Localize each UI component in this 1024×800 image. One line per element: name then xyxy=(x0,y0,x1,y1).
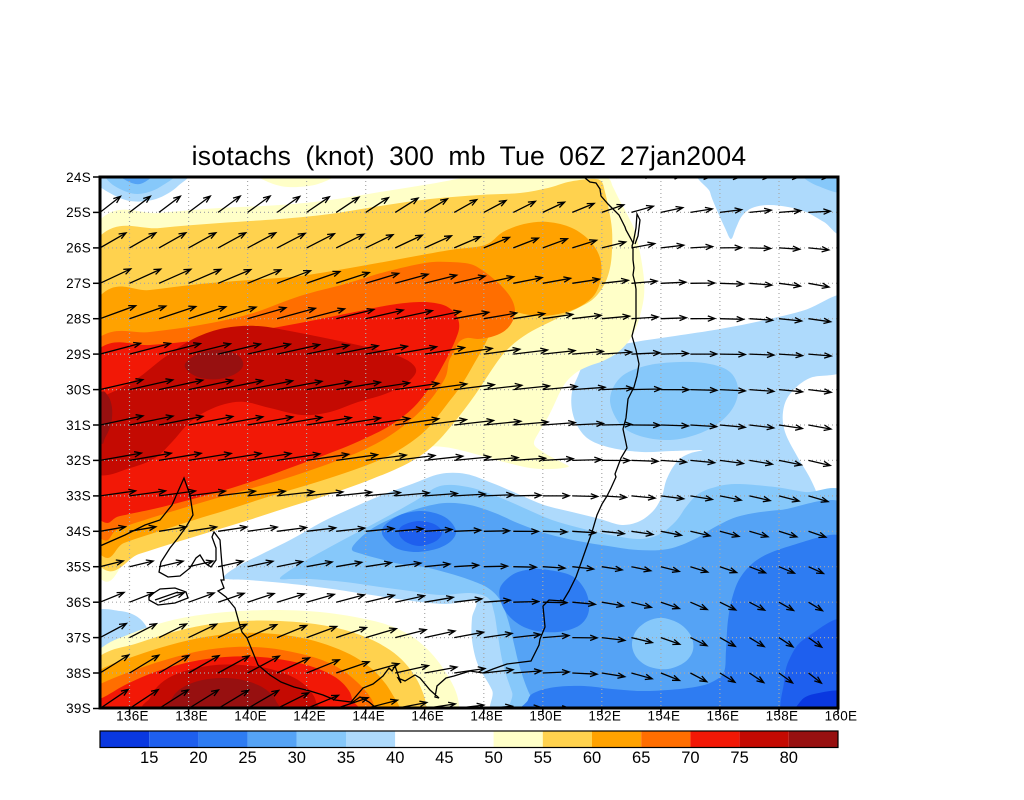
svg-text:160E: 160E xyxy=(825,709,858,724)
svg-text:55: 55 xyxy=(534,749,552,767)
svg-text:35: 35 xyxy=(337,749,355,767)
svg-text:32S: 32S xyxy=(66,453,91,468)
svg-text:154E: 154E xyxy=(648,709,681,724)
svg-text:150E: 150E xyxy=(529,709,562,724)
svg-text:138E: 138E xyxy=(175,709,208,724)
svg-text:25S: 25S xyxy=(66,205,91,220)
svg-text:142E: 142E xyxy=(293,709,326,724)
svg-text:36S: 36S xyxy=(66,595,91,610)
svg-text:140E: 140E xyxy=(234,709,267,724)
svg-text:30S: 30S xyxy=(66,382,91,397)
svg-text:152E: 152E xyxy=(588,709,621,724)
svg-text:26S: 26S xyxy=(66,241,91,256)
svg-text:27S: 27S xyxy=(66,276,91,291)
svg-text:20: 20 xyxy=(189,749,207,767)
svg-text:136E: 136E xyxy=(116,709,149,724)
svg-text:35S: 35S xyxy=(66,560,91,575)
svg-text:158E: 158E xyxy=(766,709,799,724)
svg-text:60: 60 xyxy=(583,749,601,767)
svg-text:70: 70 xyxy=(681,749,699,767)
svg-text:148E: 148E xyxy=(470,709,503,724)
svg-text:38S: 38S xyxy=(66,666,91,681)
svg-text:34S: 34S xyxy=(66,524,91,539)
svg-text:24S: 24S xyxy=(66,170,91,185)
svg-text:39S: 39S xyxy=(66,701,91,716)
svg-text:80: 80 xyxy=(780,749,798,767)
svg-text:15: 15 xyxy=(140,749,158,767)
svg-text:30: 30 xyxy=(288,749,306,767)
svg-text:156E: 156E xyxy=(707,709,740,724)
svg-text:31S: 31S xyxy=(66,418,91,433)
svg-text:29S: 29S xyxy=(66,347,91,362)
svg-text:25: 25 xyxy=(238,749,256,767)
svg-text:65: 65 xyxy=(632,749,650,767)
svg-text:146E: 146E xyxy=(411,709,444,724)
svg-text:28S: 28S xyxy=(66,312,91,327)
svg-text:37S: 37S xyxy=(66,630,91,645)
svg-text:75: 75 xyxy=(730,749,748,767)
svg-text:144E: 144E xyxy=(352,709,385,724)
svg-text:50: 50 xyxy=(484,749,502,767)
svg-text:45: 45 xyxy=(435,749,453,767)
svg-text:40: 40 xyxy=(386,749,404,767)
svg-text:33S: 33S xyxy=(66,489,91,504)
svg-text:isotachs (knot) 300 mb Tue 06Z: isotachs (knot) 300 mb Tue 06Z 27jan2004 xyxy=(192,141,747,171)
